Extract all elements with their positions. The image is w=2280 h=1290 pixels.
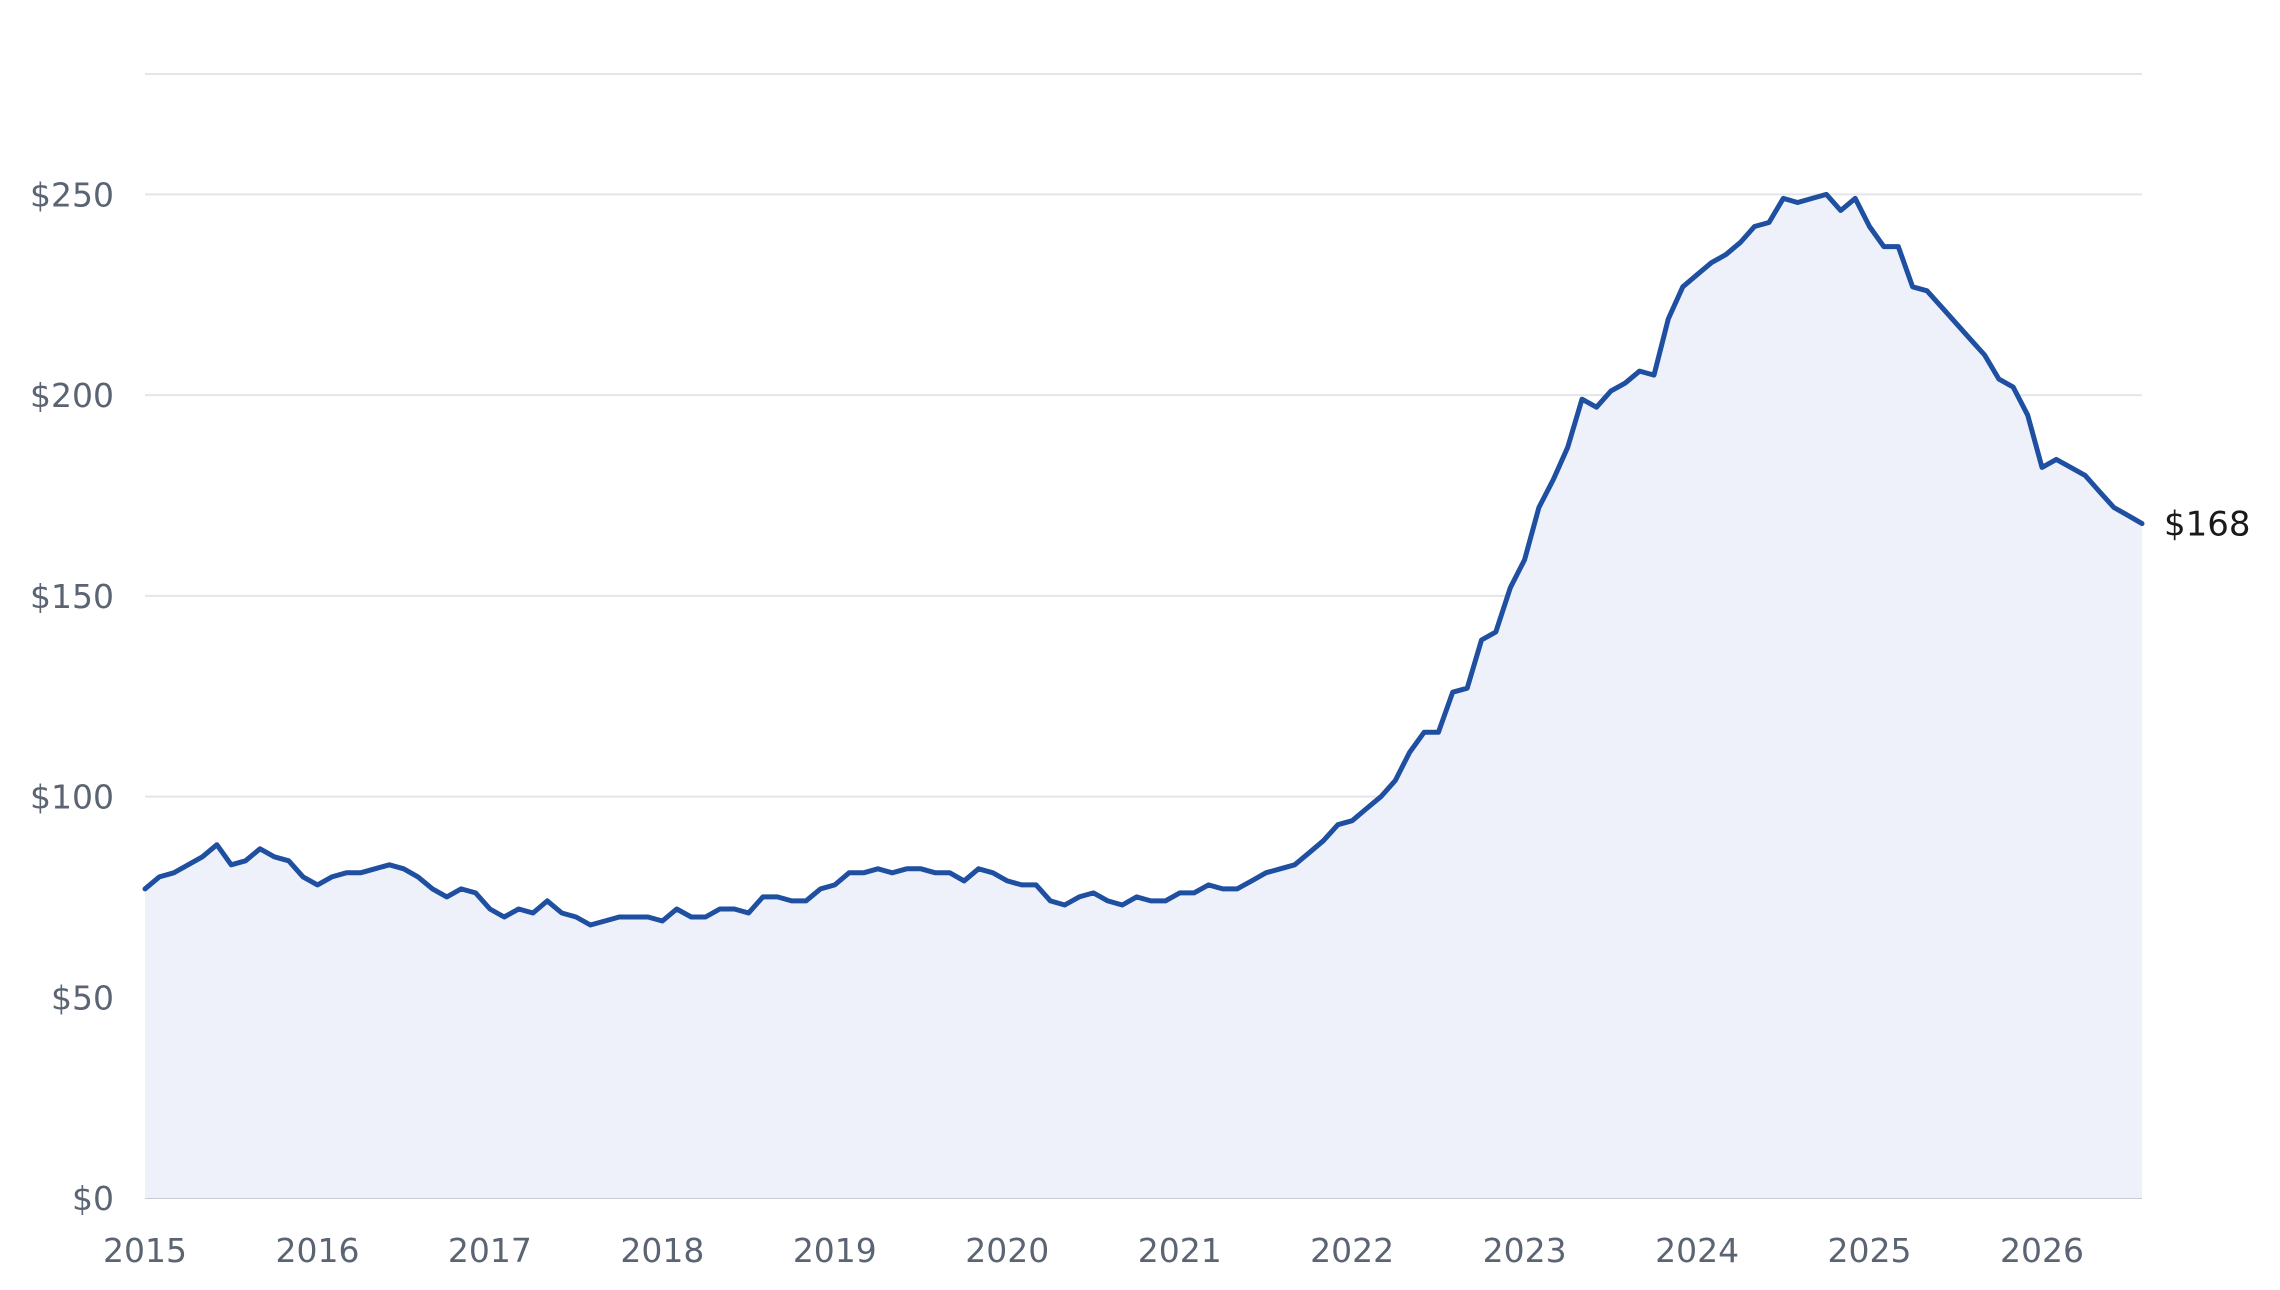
x-tick-label: 2017 [448,1231,532,1270]
y-axis-tick-labels: $0 $50 $100 $150 $200 $250 [30,175,114,1218]
x-tick-label: 2022 [1310,1231,1394,1270]
x-tick-label: 2024 [1655,1231,1739,1270]
x-tick-label: 2018 [620,1231,704,1270]
x-tick-label: 2025 [1828,1231,1912,1270]
x-tick-label: 2015 [103,1231,187,1270]
x-tick-label: 2023 [1483,1231,1567,1270]
y-tick-label: $0 [72,1179,114,1218]
series-line [142,191,2145,928]
x-tick-label: 2016 [275,1231,359,1270]
y-tick-label: $100 [30,778,114,817]
y-tick-label: $200 [30,376,114,415]
x-axis-tick-labels: 2015 2016 2017 2018 2019 2020 2021 2022 2023 2024… [103,1231,2084,1270]
x-tick-label: 2021 [1138,1231,1222,1270]
x-tick-label: 2019 [793,1231,877,1270]
x-tick-label: 2020 [965,1231,1049,1270]
end-value-label: $168 [2164,505,2251,545]
y-tick-label: $250 [30,175,114,214]
x-tick-label: 2026 [2000,1231,2084,1270]
y-tick-label: $150 [30,577,114,616]
series-area-fill [145,194,2142,1198]
y-tick-label: $50 [51,978,114,1017]
